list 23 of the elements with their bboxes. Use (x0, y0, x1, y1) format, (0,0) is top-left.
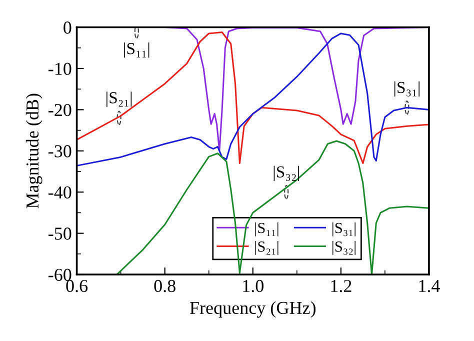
annotation: |S₃₁| (394, 81, 420, 97)
y-tick-label: -20 (48, 104, 72, 116)
x-tick-label: 0.8 (154, 280, 176, 292)
y-tick-label: -60 (48, 268, 72, 281)
y-tick-label: 0 (64, 22, 72, 34)
y-tick-label: -40 (48, 186, 72, 199)
x-tick-label: 1.4 (419, 280, 440, 292)
x-tick-label: 1.2 (331, 280, 352, 292)
annotation: |S₁₁| (124, 42, 150, 58)
x-axis-title: Frequency (GHz) (190, 301, 316, 318)
legend-label: |S₃₂| (332, 240, 356, 255)
annotation: |S₂₁| (106, 92, 132, 107)
y-axis-title: Magnitude (dB) (26, 94, 42, 208)
line-series (116, 140, 429, 275)
x-tick-label: 0.6 (66, 280, 88, 292)
x-tick-label: 1.0 (243, 280, 264, 292)
y-tick-label: -50 (48, 228, 72, 240)
legend-label: |S₃₁| (332, 222, 356, 236)
legend-label: |S₂₁| (255, 240, 278, 255)
annotation: |S₃₂| (274, 166, 299, 181)
y-tick-label: -10 (48, 62, 72, 75)
y-tick-label: -30 (48, 145, 72, 158)
legend-label: |S₁₁| (255, 222, 278, 236)
